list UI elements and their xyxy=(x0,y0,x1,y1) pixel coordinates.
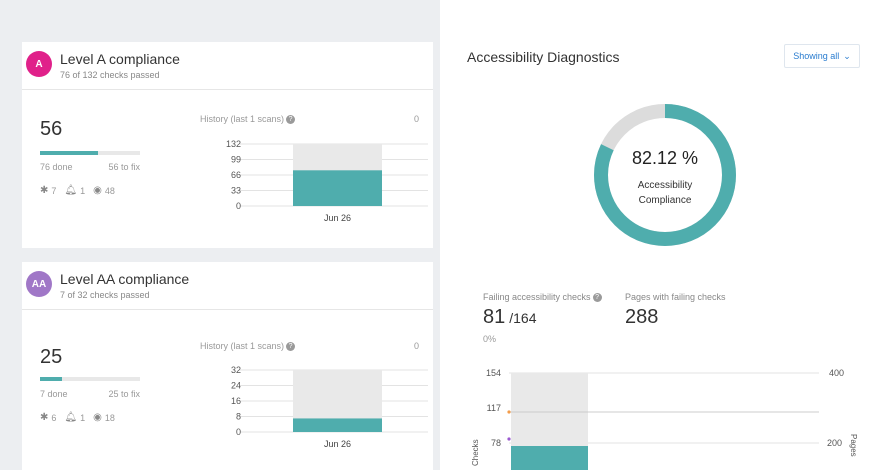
level-a-header: A Level A compliance 76 of 132 checks pa… xyxy=(22,42,433,90)
diagnostics-panel: Accessibility Diagnostics Showing all ⌄ … xyxy=(455,42,879,470)
level-a-history-label: History (last 1 scans)? xyxy=(200,114,296,125)
level-aa-subtitle: 7 of 32 checks passed xyxy=(60,290,150,300)
level-a-title[interactable]: Level A compliance xyxy=(60,51,180,67)
compliance-column: A Level A compliance 76 of 132 checks pa… xyxy=(0,0,440,470)
level-aa-card: AA Level AA compliance 7 of 32 checks pa… xyxy=(22,262,433,470)
level-aa-avatar: AA xyxy=(26,271,52,297)
level-a-fix-label: 56 to fix xyxy=(108,162,140,172)
level-a-to-fix-count: 56 xyxy=(40,118,63,140)
left-tick: 154 xyxy=(486,368,501,378)
showing-all-dropdown[interactable]: Showing all ⌄ xyxy=(784,44,860,68)
eye-count: 48 xyxy=(104,185,115,196)
bug-icon[interactable]: ✱ xyxy=(40,412,49,423)
level-aa-progress-fill xyxy=(40,377,62,381)
diagnostics-history-chart: 154 117 78 400 200 Checks Pages xyxy=(471,368,858,470)
failing-percent: 0% xyxy=(483,334,497,344)
passed-bar[interactable] xyxy=(293,418,382,432)
bell-count: 1 xyxy=(80,412,86,423)
level-a-history-chart: 132 99 66 33 0 Jun 26 xyxy=(226,140,428,223)
donut-fill xyxy=(594,104,736,246)
y-tick-label: 8 xyxy=(236,412,241,422)
bell-icon[interactable]: 🔔︎ xyxy=(64,185,78,196)
y-tick-label: 33 xyxy=(231,186,241,196)
compliance-value: 82.12 % xyxy=(631,148,699,168)
eye-count: 18 xyxy=(104,412,115,423)
left-tick: 78 xyxy=(491,438,501,448)
passed-bar[interactable] xyxy=(293,170,382,206)
showing-all-label: Showing all xyxy=(793,51,840,61)
level-a-subtitle: 76 of 132 checks passed xyxy=(60,70,160,80)
level-aa-title[interactable]: Level AA compliance xyxy=(60,271,190,287)
history-label-text: History (last 1 scans) xyxy=(200,341,285,351)
y-tick-label: 24 xyxy=(231,381,241,391)
failing-checks-label: Failing accessibility checks? xyxy=(483,292,602,303)
level-aa-history-zero: 0 xyxy=(414,341,420,351)
y-tick-label: 0 xyxy=(236,427,241,437)
help-icon[interactable]: ? xyxy=(286,342,296,352)
x-category-label: Jun 26 xyxy=(324,213,351,223)
bell-icon[interactable]: 🔔︎ xyxy=(64,412,78,423)
level-aa-fix-label: 25 to fix xyxy=(108,389,140,399)
help-icon[interactable]: ? xyxy=(592,293,602,303)
x-category-label: Jun 26 xyxy=(324,439,351,449)
level-a-progress-fill xyxy=(40,151,98,155)
failing-checks-value: 81/164 xyxy=(483,306,537,329)
compliance-caption-line1: Accessibility xyxy=(637,180,693,191)
left-axis-title: Checks xyxy=(471,439,480,466)
eye-icon[interactable]: ◉ xyxy=(93,185,102,196)
y-tick-label: 132 xyxy=(226,140,241,149)
help-icon[interactable]: ? xyxy=(286,115,296,125)
right-tick: 200 xyxy=(827,438,842,448)
bug-count: 7 xyxy=(51,185,57,196)
compliance-caption-line2: Compliance xyxy=(638,195,692,206)
diagnostics-title: Accessibility Diagnostics xyxy=(467,49,620,65)
compliance-donut xyxy=(594,104,736,246)
failing-checks-text: Failing accessibility checks xyxy=(483,292,591,302)
eye-icon[interactable]: ◉ xyxy=(93,412,102,423)
level-aa-history-chart: 32 24 16 8 0 Jun 26 xyxy=(231,366,428,449)
level-a-avatar: A xyxy=(26,51,52,77)
level-a-issue-counts: ✱ 7 🔔︎ 1 ◉ 48 xyxy=(40,185,120,196)
y-tick-label: 99 xyxy=(231,155,241,165)
level-aa-header: AA Level AA compliance 7 of 32 checks pa… xyxy=(22,262,433,310)
history-label-text: History (last 1 scans) xyxy=(200,114,285,124)
bell-count: 1 xyxy=(80,185,86,196)
left-tick: 117 xyxy=(487,403,501,413)
y-tick-label: 66 xyxy=(231,170,241,180)
series-marker-purple xyxy=(507,437,511,441)
y-tick-label: 16 xyxy=(231,396,241,406)
failing-total: /164 xyxy=(509,310,537,326)
right-tick: 400 xyxy=(829,368,844,378)
checks-failing-bar[interactable] xyxy=(511,446,588,470)
level-a-done-label: 76 done xyxy=(40,162,73,172)
y-tick-label: 32 xyxy=(231,366,241,375)
level-aa-progress-bar xyxy=(40,377,140,381)
chevron-down-icon: ⌄ xyxy=(843,50,851,61)
level-a-card: A Level A compliance 76 of 132 checks pa… xyxy=(22,42,433,248)
bug-count: 6 xyxy=(51,412,57,423)
level-aa-history-label: History (last 1 scans)? xyxy=(200,341,296,352)
failing-count: 81 xyxy=(483,306,506,328)
level-a-history-zero: 0 xyxy=(414,114,420,124)
right-axis-title: Pages xyxy=(849,434,858,457)
compliance-caption: Accessibility Compliance xyxy=(615,178,715,208)
pages-failing-label: Pages with failing checks xyxy=(625,292,726,302)
level-aa-done-label: 7 done xyxy=(40,389,68,399)
series-marker-orange xyxy=(507,410,511,414)
level-aa-to-fix-count: 25 xyxy=(40,346,63,368)
bug-icon[interactable]: ✱ xyxy=(40,185,49,196)
y-tick-label: 0 xyxy=(236,201,241,211)
level-a-progress-bar xyxy=(40,151,140,155)
level-aa-issue-counts: ✱ 6 🔔︎ 1 ◉ 18 xyxy=(40,412,120,423)
pages-failing-value: 288 xyxy=(625,306,659,328)
